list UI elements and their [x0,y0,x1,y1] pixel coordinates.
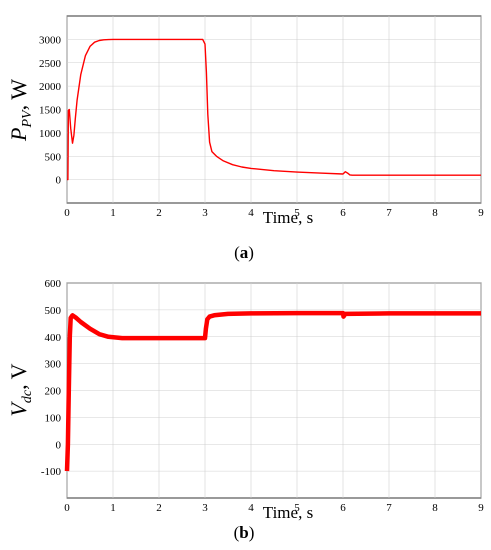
series-line [67,38,481,181]
y-tick-label: 300 [45,359,62,371]
y-tick-label: 2500 [39,58,62,70]
y-tick-label: 600 [45,278,62,290]
y-tick-label: 200 [45,386,62,398]
x-tick-label: 2 [156,207,162,219]
y-tick-label: 0 [56,439,62,451]
y-axis-label: PPV, W [6,79,35,142]
y-tick-label: 400 [45,332,62,344]
chart-panel-b: 0 1 2 3 4 5 6 7 8 9 -100 0 100 200 300 400 500 600 Time, s… [6,278,484,542]
x-tick-label: 8 [432,207,438,219]
chart-panel-a: 0 1 2 3 4 5 6 7 8 9 0 500 1000 1500 2000 2500 3000 Time, … [6,15,484,262]
x-tick-label: 0 [64,502,70,514]
x-tick-label: 3 [202,207,208,219]
panel-caption: (b) [234,523,255,542]
series-line [64,310,481,472]
x-tick-label: 9 [478,502,484,514]
x-tick-label: 3 [202,502,208,514]
y-tick-label: 100 [45,412,62,424]
y-tick-label: 500 [45,151,62,163]
y-axis-label: Vdc, V [6,363,35,416]
x-tick-label: 9 [478,207,484,219]
y-tick-label: 1500 [39,105,62,117]
x-axis-label: Time, s [263,208,313,227]
x-tick-label: 6 [340,207,346,219]
y-tick-label: 1000 [39,128,62,140]
y-tick-label: 500 [45,305,62,317]
y-tick-label: -100 [41,466,62,478]
y-tick-label: 0 [56,175,62,187]
x-tick-label: 5 [294,502,300,514]
x-tick-label: 4 [248,502,254,514]
x-tick-label: 0 [64,207,70,219]
x-tick-label: 5 [294,207,300,219]
x-tick-label: 7 [386,207,392,219]
y-tick-label: 2000 [39,81,62,93]
x-tick-label: 7 [386,502,392,514]
x-axis-label: Time, s [263,503,313,522]
x-tick-label: 8 [432,502,438,514]
x-tick-label: 1 [110,207,116,219]
x-tick-label: 6 [340,502,346,514]
x-tick-label: 2 [156,502,162,514]
y-tick-label: 3000 [39,34,62,46]
x-tick-label: 1 [110,502,116,514]
x-tick-label: 4 [248,207,254,219]
panel-caption: (a) [234,243,254,262]
